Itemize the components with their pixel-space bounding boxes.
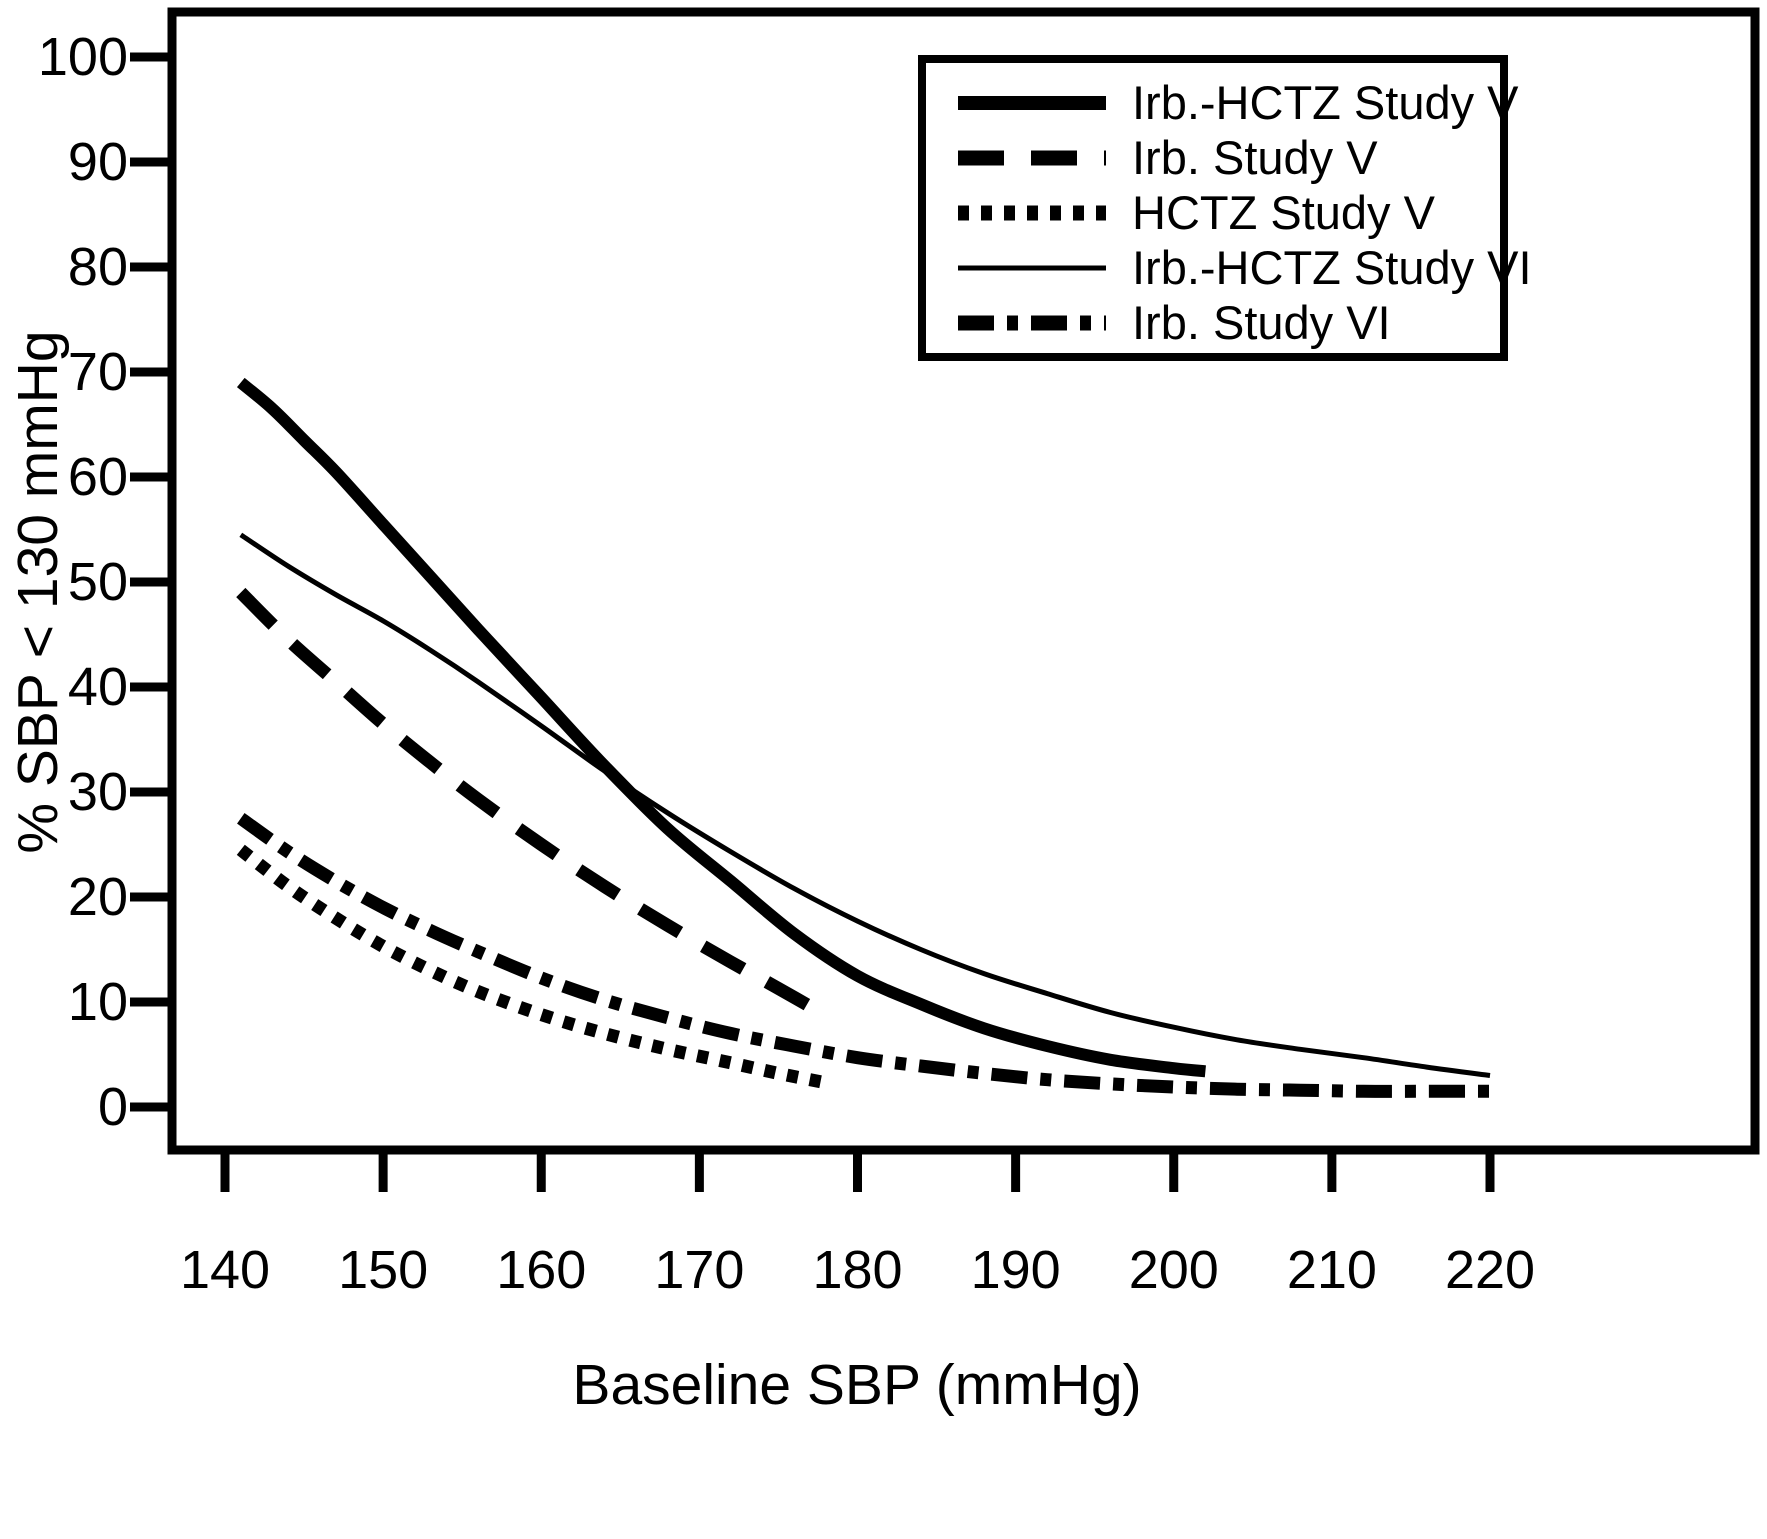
legend-item: Irb. Study VI <box>956 295 1494 350</box>
y-tick-label: 70 <box>67 342 128 402</box>
legend-item: Irb.-HCTZ Study VI <box>956 240 1532 295</box>
legend: Irb.-HCTZ Study V Irb. Study V HCTZ Study … <box>918 55 1532 361</box>
y-tick-label: 80 <box>67 237 128 297</box>
legend-item-label: HCTZ Study V <box>1132 186 1435 239</box>
legend-item-label: Irb.-HCTZ Study V <box>1132 76 1519 129</box>
y-tick-label: 0 <box>97 1077 128 1137</box>
series-line-3 <box>239 532 1491 1078</box>
y-axis-title: % SBP < 130 mmHg <box>6 330 70 854</box>
legend-item: Irb.-HCTZ Study V <box>956 75 1519 130</box>
y-tick-label: 60 <box>67 447 128 507</box>
x-tick-label: 160 <box>496 1240 587 1300</box>
y-tick-label: 30 <box>67 762 128 822</box>
legend-item: Irb. Study V <box>956 130 1494 185</box>
series-line-2 <box>236 844 828 1090</box>
x-tick-label: 150 <box>338 1240 429 1300</box>
x-tick-label: 220 <box>1444 1240 1536 1300</box>
series-line-4 <box>237 812 1490 1098</box>
y-tick-label: 10 <box>67 972 128 1032</box>
legend-line-sample <box>958 95 1106 110</box>
x-tick-label: 210 <box>1286 1240 1377 1300</box>
x-tick-label: 170 <box>654 1240 745 1300</box>
y-tick-label: 20 <box>67 867 128 927</box>
y-tick-label: 40 <box>67 657 128 717</box>
legend-line-sample <box>958 150 1106 165</box>
legend-line-sample <box>958 265 1106 270</box>
legend-item: HCTZ Study V <box>956 185 1494 240</box>
x-tick-label: 140 <box>179 1240 271 1300</box>
y-tick-label: 90 <box>67 132 128 192</box>
series-line-0 <box>236 377 1206 1078</box>
y-tick-label: 100 <box>37 27 128 87</box>
legend-line-sample <box>958 315 1106 330</box>
y-tick-label: 50 <box>67 552 128 612</box>
legend-item-label: Irb. Study VI <box>1132 296 1391 349</box>
legend-item-label: Irb.-HCTZ Study VI <box>1132 241 1532 294</box>
series-line-1 <box>236 587 830 1022</box>
legend-line-sample <box>958 205 1106 220</box>
x-tick-label: 180 <box>812 1240 903 1300</box>
x-axis-title: Baseline SBP (mmHg) <box>572 1353 1142 1417</box>
legend-item-label: Irb. Study V <box>1132 131 1378 184</box>
x-tick-label: 190 <box>970 1240 1061 1300</box>
x-tick-label: 200 <box>1128 1240 1219 1300</box>
